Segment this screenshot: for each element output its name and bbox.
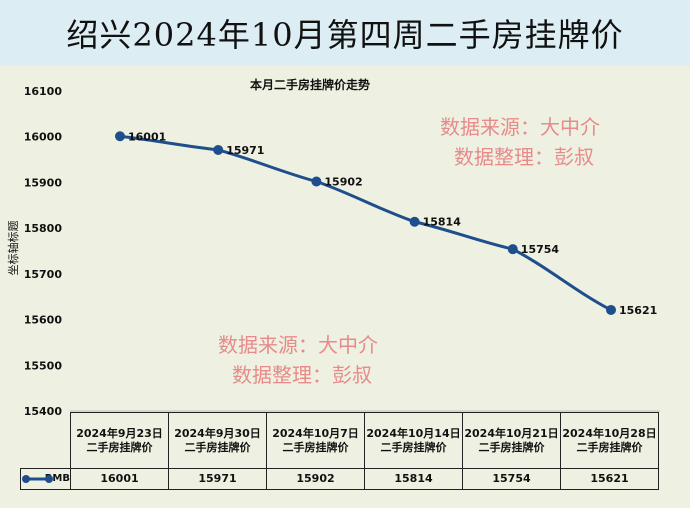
data-point xyxy=(507,244,518,255)
data-point xyxy=(311,176,322,187)
table-corner xyxy=(20,412,71,469)
data-point xyxy=(409,216,420,227)
watermark-author: 数据整理：彭叔 xyxy=(454,145,594,169)
value-cell: 15621 xyxy=(560,468,659,490)
category-header: 2024年10月14日二手房挂牌价 xyxy=(364,412,463,469)
legend-entry: RMB xyxy=(20,468,71,490)
value-cell: 16001 xyxy=(70,468,169,490)
value-cell: 15754 xyxy=(462,468,561,490)
watermark-source: 数据来源：大中介 xyxy=(440,115,600,139)
data-label: 15971 xyxy=(226,144,264,157)
data-label: 16001 xyxy=(128,130,166,143)
y-tick-label: 15600 xyxy=(24,314,63,327)
value-cell: 15971 xyxy=(168,468,267,490)
value-cell: 15814 xyxy=(364,468,463,490)
chart-title: 本月二手房挂牌价走势 xyxy=(250,78,371,92)
category-header: 2024年10月21日二手房挂牌价 xyxy=(462,412,561,469)
category-header: 2024年9月30日二手房挂牌价 xyxy=(168,412,267,469)
category-header: 2024年10月7日二手房挂牌价 xyxy=(266,412,365,469)
data-label: 15902 xyxy=(324,176,362,189)
data-label: 15621 xyxy=(619,304,657,317)
page-title: 绍兴2024年10月第四周二手房挂牌价 xyxy=(0,0,690,66)
data-label: 15814 xyxy=(423,216,462,229)
y-tick-label: 15500 xyxy=(24,359,63,372)
legend-line-icon xyxy=(22,475,53,483)
data-point xyxy=(213,144,224,155)
watermark-source: 数据来源：大中介 xyxy=(218,333,378,357)
legend-label: RMB xyxy=(44,473,70,484)
y-tick-label: 15900 xyxy=(24,176,63,189)
data-point xyxy=(115,131,125,142)
y-tick-label: 16000 xyxy=(24,131,63,144)
category-header: 2024年10月28日二手房挂牌价 xyxy=(560,412,659,469)
watermark-author: 数据整理：彭叔 xyxy=(232,363,372,387)
data-point xyxy=(606,304,616,315)
y-tick-label: 16100 xyxy=(24,85,63,98)
y-tick-label: 15800 xyxy=(24,222,63,235)
data-label: 15754 xyxy=(521,243,560,256)
value-cell: 15902 xyxy=(266,468,365,490)
category-header: 2024年9月23日二手房挂牌价 xyxy=(70,412,169,469)
data-table: 2024年9月23日二手房挂牌价 2024年9月30日二手房挂牌价 2024年10月… xyxy=(20,412,659,490)
y-tick-label: 15700 xyxy=(24,268,63,281)
watermark-top: 数据来源：大中介 数据整理：彭叔 xyxy=(440,112,600,172)
watermark-bottom: 数据来源：大中介 数据整理：彭叔 xyxy=(218,330,378,390)
